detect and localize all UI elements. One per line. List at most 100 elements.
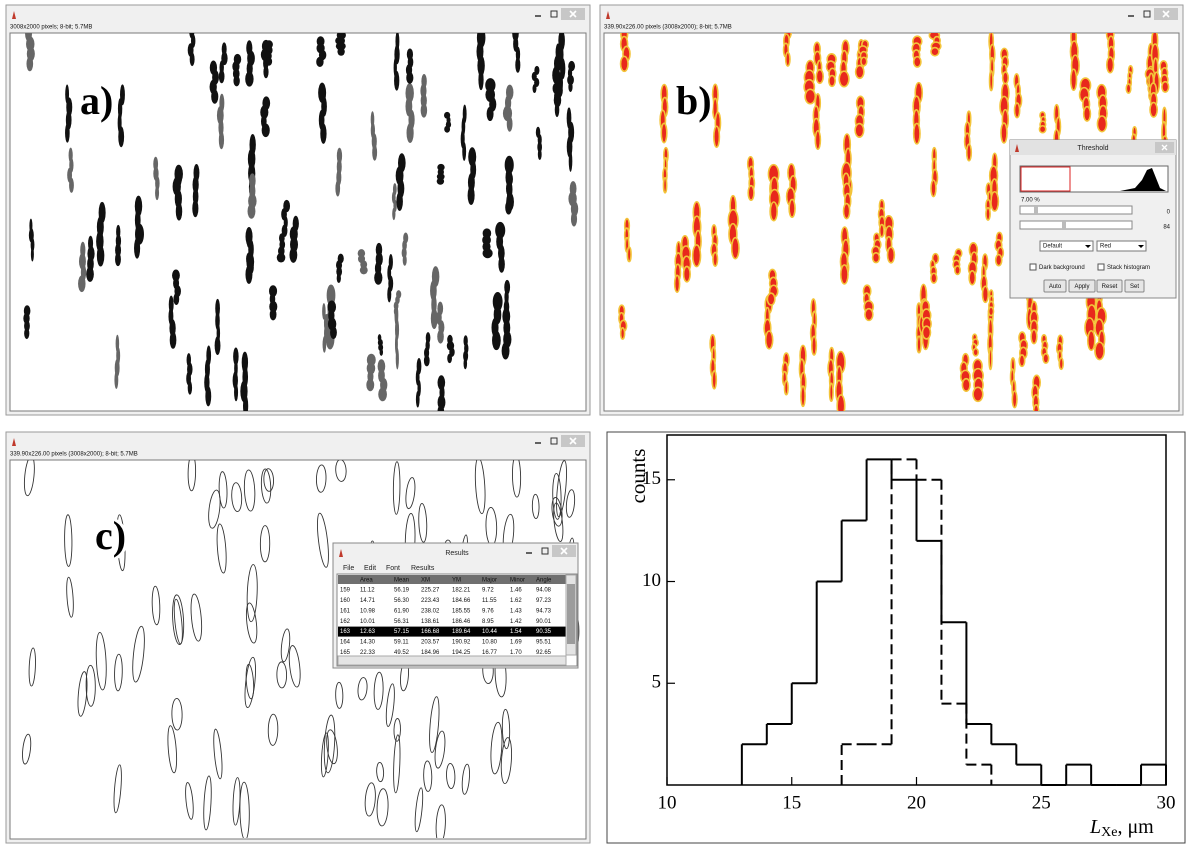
- particle: [245, 71, 253, 86]
- table-cell: 162: [340, 619, 351, 625]
- table-cell: 184.66: [452, 598, 471, 604]
- slider[interactable]: [1020, 221, 1132, 229]
- particle: [24, 328, 29, 339]
- particle: [115, 252, 121, 266]
- particle: [421, 103, 427, 118]
- thresholded-particle: [785, 381, 789, 395]
- particle: [498, 256, 504, 273]
- particle: [374, 271, 382, 285]
- thresholded-particle: [844, 204, 850, 219]
- table-cell: 160: [340, 598, 351, 604]
- table-cell: 94.73: [536, 608, 552, 614]
- thresholded-particle: [989, 348, 992, 370]
- thresholded-particle: [767, 293, 774, 305]
- thresholded-particle: [880, 225, 884, 237]
- thresholded-particle: [732, 238, 739, 259]
- particle: [396, 348, 399, 370]
- menu-item[interactable]: Edit: [364, 565, 376, 572]
- slider-value: 84: [1163, 225, 1170, 231]
- x-axis-label-part: , μm: [1117, 816, 1154, 838]
- table-cell: 184.96: [421, 650, 440, 656]
- particle: [219, 70, 225, 84]
- dialog-frame: [1010, 140, 1176, 298]
- particle: [394, 71, 399, 91]
- table-cell: 166.68: [421, 629, 440, 635]
- table-cell: 1.69: [510, 640, 522, 646]
- particle: [205, 386, 211, 406]
- thresholded-particle: [675, 275, 680, 292]
- thresholded-particle: [805, 89, 815, 103]
- particle: [270, 309, 277, 321]
- particle: [403, 255, 407, 266]
- thresholded-particle: [917, 336, 921, 353]
- particle: [372, 144, 377, 161]
- x-tick-label: 30: [1157, 792, 1176, 813]
- panel-label: b): [676, 78, 712, 123]
- y-tick-label: 10: [642, 570, 661, 591]
- thresholded-particle: [621, 56, 628, 71]
- table-cell: 1.62: [510, 598, 522, 604]
- table-cell: 10.01: [360, 619, 376, 625]
- thresholded-particle: [873, 253, 880, 263]
- table-cell: 12.63: [360, 629, 376, 635]
- table-cell: 182.21: [452, 588, 471, 594]
- table-cell: 10.44: [482, 629, 498, 635]
- dropdown-value: Default: [1043, 244, 1062, 250]
- table-cell: 11.12: [360, 588, 375, 594]
- table-cell: 49.52: [394, 650, 410, 656]
- table-cell: 14.30: [360, 640, 376, 646]
- checkbox[interactable]: [1098, 264, 1104, 270]
- menu-item[interactable]: File: [343, 565, 354, 572]
- column-header: Minor: [510, 578, 525, 584]
- particle: [538, 149, 542, 160]
- table-cell: 1.43: [510, 608, 522, 614]
- thresholded-particle: [914, 57, 921, 67]
- image-info: 339.90x226.00 pixels (3008x2000); 8-bit;…: [10, 452, 138, 458]
- table-cell: 56.31: [394, 619, 410, 625]
- checkbox[interactable]: [1030, 264, 1036, 270]
- particle: [263, 65, 268, 78]
- particle: [190, 52, 195, 66]
- menu-item[interactable]: Results: [411, 565, 435, 572]
- particle: [492, 331, 501, 350]
- particle: [26, 56, 33, 71]
- thresholded-particle: [989, 307, 994, 316]
- thresholded-particle: [931, 48, 939, 56]
- table-cell: 56.19: [394, 588, 410, 594]
- thresholded-particle: [855, 124, 864, 138]
- particle: [134, 238, 140, 259]
- thresholded-particle: [663, 178, 666, 193]
- thresholded-particle: [1126, 84, 1131, 93]
- particle: [316, 57, 323, 67]
- h-scrollbar[interactable]: [338, 656, 566, 665]
- thresholded-particle: [816, 70, 823, 84]
- x-axis-label-part: L: [1089, 816, 1101, 838]
- thresholded-particle: [621, 328, 625, 339]
- thresholded-particle: [1001, 123, 1007, 143]
- results-window: ResultsFileEditFontResultsAreaMeanXMYMMa…: [333, 543, 578, 668]
- particle: [483, 248, 493, 258]
- particle: [266, 57, 272, 65]
- thresholded-particle: [990, 71, 993, 91]
- particle: [416, 391, 420, 408]
- thresholded-particle: [969, 271, 975, 285]
- particle: [215, 336, 221, 355]
- particle: [234, 383, 238, 401]
- particle: [533, 84, 537, 93]
- table-cell: 14.71: [360, 598, 376, 604]
- particle: [248, 204, 256, 219]
- thresholded-particle: [888, 247, 895, 263]
- particle: [394, 307, 398, 316]
- particle: [330, 326, 337, 339]
- menu-item[interactable]: Font: [386, 565, 400, 572]
- particle: [437, 178, 444, 185]
- table-cell: 163: [340, 629, 351, 635]
- table-cell: 61.90: [394, 608, 410, 614]
- thresholded-particle: [812, 336, 817, 355]
- table-cell: 161: [340, 608, 351, 614]
- thresholded-particle: [1150, 102, 1157, 117]
- table-cell: 8.95: [482, 619, 494, 625]
- particle: [176, 202, 182, 221]
- thresholded-particle: [986, 208, 990, 220]
- table-cell: 10.80: [482, 640, 498, 646]
